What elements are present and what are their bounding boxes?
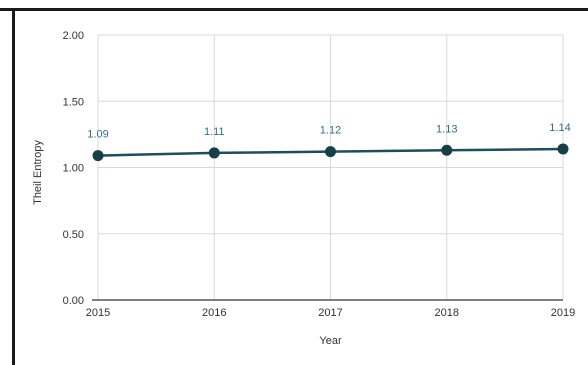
data-label: 1.09 (87, 129, 108, 141)
series-markers (92, 143, 569, 162)
data-point (92, 150, 104, 162)
x-tick-label: 2016 (202, 307, 226, 319)
data-point (208, 147, 220, 159)
x-tick-label: 2019 (551, 307, 575, 319)
x-tick-label: 2018 (435, 307, 459, 319)
y-tick-label: 1.50 (63, 96, 84, 108)
data-point (557, 143, 569, 155)
tick-labels: 0.00 0.50 1.00 1.50 2.00 2015 2016 2017 2018 2019 (63, 30, 576, 319)
y-tick-label: 1.00 (63, 163, 84, 175)
data-label: 1.13 (436, 123, 457, 135)
data-point (441, 144, 453, 156)
grid-lines (97, 34, 564, 300)
y-tick-label: 0.00 (63, 295, 84, 307)
x-tick-label: 2017 (318, 307, 342, 319)
data-labels: 1.09 1.11 1.12 1.13 1.14 (87, 122, 570, 141)
y-tick-label: 2.00 (63, 30, 84, 42)
y-axis-title: Theil Entropy (32, 140, 44, 205)
y-tick-label: 0.50 (63, 229, 84, 241)
x-tick-label: 2015 (86, 307, 110, 319)
window-frame-top (0, 8, 588, 11)
data-point (325, 146, 336, 158)
data-label: 1.12 (320, 125, 341, 137)
window-frame-left (12, 8, 15, 365)
x-axis-title: Year (319, 335, 342, 347)
data-label: 1.11 (204, 126, 225, 138)
data-label: 1.14 (549, 122, 570, 134)
